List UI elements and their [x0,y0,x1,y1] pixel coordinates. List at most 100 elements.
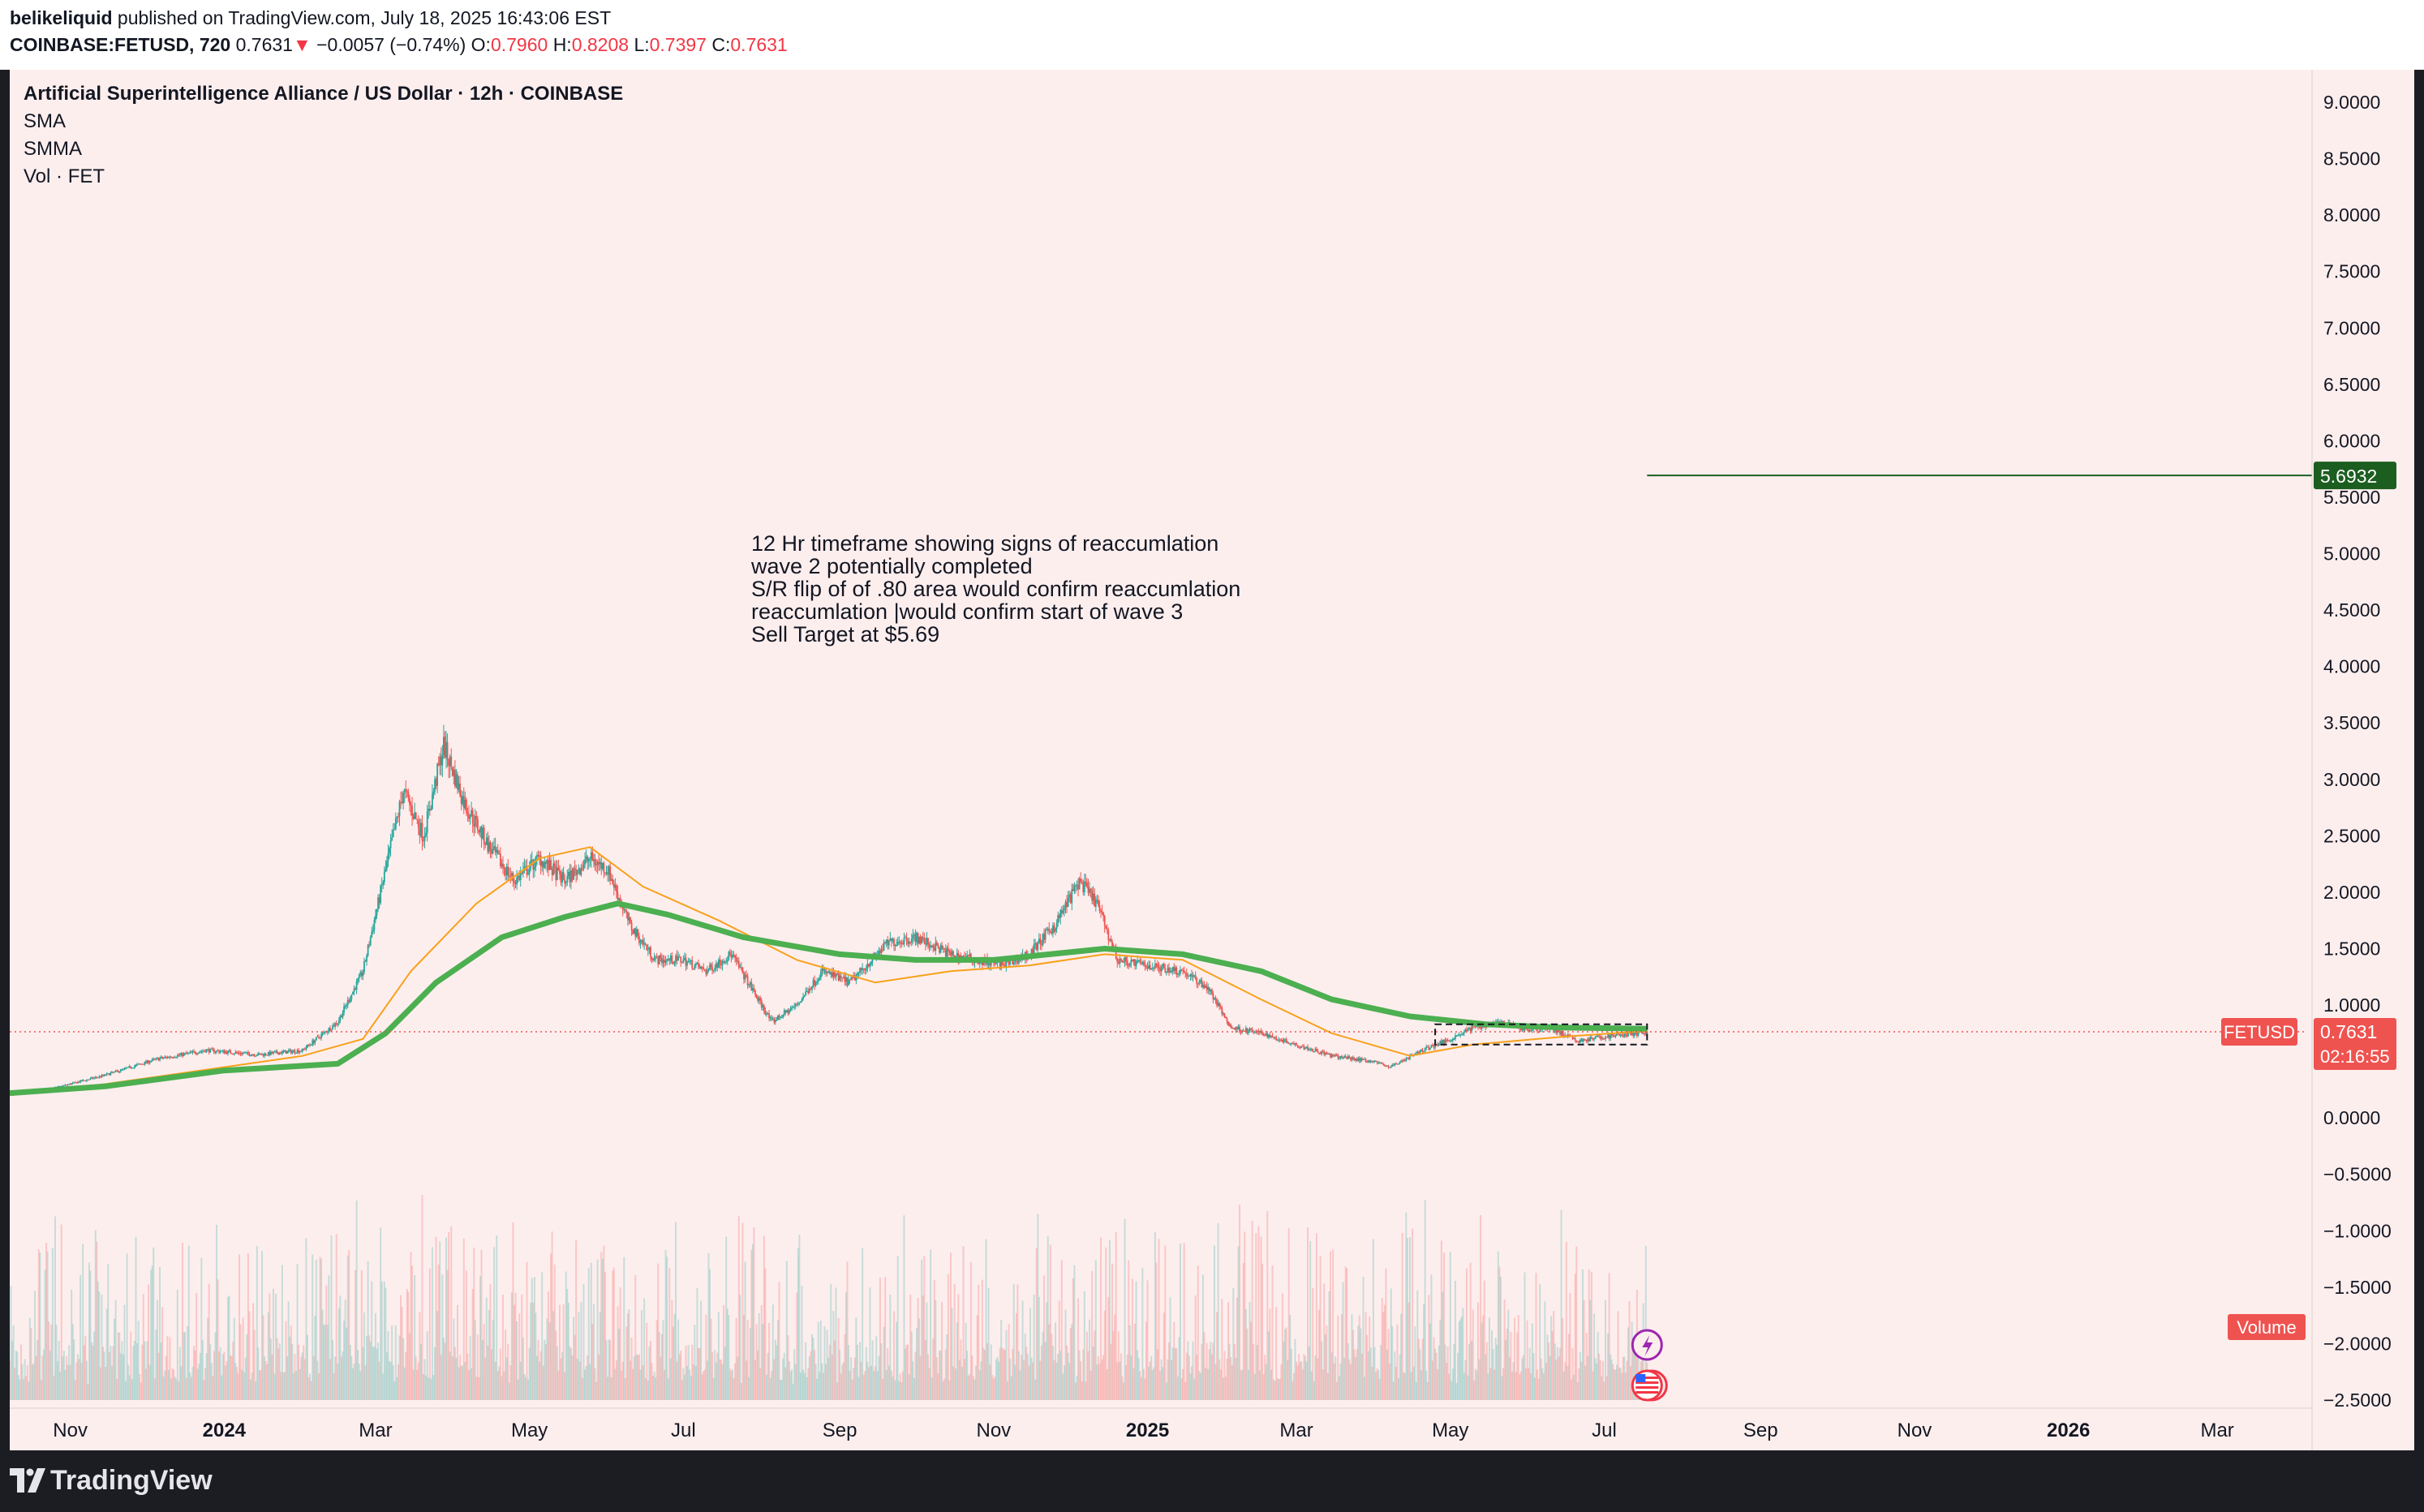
volume-bar [928,1368,930,1400]
volume-bar [1240,1370,1242,1400]
volume-bar [116,1379,118,1400]
volume-bar [983,1350,986,1400]
annotation-line-1[interactable]: 12 Hr timeframe showing signs of reaccum… [751,531,1219,556]
volume-bar [862,1248,864,1400]
candle-body [1180,969,1183,971]
candle-body [114,1070,117,1072]
volume-bar [374,1312,376,1400]
volume-bar [720,1360,722,1400]
candle-body [559,870,561,874]
volume-bar [1305,1361,1308,1400]
candle-body [596,861,599,866]
volume-bar [850,1357,853,1400]
candle-body [382,882,385,885]
volume-bar [791,1369,793,1400]
candle-body [1627,1032,1629,1037]
candle-body [1587,1038,1589,1042]
candle-body [862,968,864,971]
annotation-line-2[interactable]: wave 2 potentially completed [751,554,1033,578]
candle-body [362,972,364,977]
candle-body [332,1025,333,1030]
volume-bar [551,1231,553,1400]
volume-bar [1599,1360,1601,1400]
candle-body [170,1056,172,1058]
volume-bar [916,1328,918,1400]
candle-body [328,1028,330,1032]
candle-body [1316,1049,1317,1051]
volume-bar [660,1334,663,1400]
volume-bar [71,1323,74,1400]
candle-body [561,871,563,883]
candle-body [744,975,746,980]
volume-bar [1059,1351,1062,1400]
volume-bar [671,1299,673,1400]
candle-body [342,1012,344,1018]
volume-bar [471,1289,474,1400]
candle-body [309,1044,311,1046]
volume-bar [1232,1288,1235,1400]
volume-bar [1203,1332,1206,1400]
candle-body [914,934,917,943]
volume-bar [371,1281,373,1400]
volume-bar [632,1368,634,1400]
footer-brand[interactable]: TradingView [50,1465,213,1496]
candle-body [760,1000,763,1007]
candle-body [946,947,948,957]
candles [10,724,1648,1094]
annotation-line-4[interactable]: reaccumlation |would confirm start of wa… [751,599,1184,624]
volume-bar [617,1306,619,1400]
volume-bar [411,1265,414,1400]
candle-body [677,956,680,960]
candle-body [660,955,662,959]
volume-bar [1187,1341,1189,1400]
volume-bar [535,1312,537,1400]
volume-bar [703,1369,706,1400]
close-label: C: [711,34,731,55]
candle-body [1394,1063,1396,1066]
volume-bar [717,1312,720,1400]
volume-bar [869,1287,871,1400]
candle-body [593,859,595,861]
volume-bar [690,1376,692,1400]
volume-bar [557,1370,560,1400]
legend-smma[interactable]: SMMA [24,138,82,160]
volume-bar [372,1347,374,1400]
candle-body [344,1006,346,1007]
candle-body [1087,887,1090,893]
volume-bar [1222,1377,1224,1400]
volume-bar [346,1255,349,1400]
candle-body [850,977,853,980]
annotation-line-5[interactable]: Sell Target at $5.69 [751,622,940,646]
volume-bar [397,1364,399,1400]
annotation-line-3[interactable]: S/R flip of of .80 area would confirm re… [751,577,1241,601]
candle-body [276,1050,278,1054]
tradingview-logo-icon[interactable] [10,1468,45,1493]
candle-body [135,1064,137,1067]
candle-body [426,811,428,833]
volume-bar [1218,1359,1221,1400]
candle-body [1100,910,1102,912]
candle-body [821,968,823,972]
volume-bar [565,1271,567,1400]
candle-body [885,939,888,943]
volume-bar [1276,1378,1279,1400]
legend-volume[interactable]: Vol · FET [24,165,105,187]
legend-sma[interactable]: SMA [24,110,67,132]
volume-bar [682,1367,685,1400]
volume-bar [80,1362,83,1400]
volume-bar [1213,1245,1215,1400]
chart-panel[interactable]: 9.0000 8.5000 8.0000 7.5000 7.0000 6.5000 6.00… [10,70,2414,1450]
candle-body [449,756,451,767]
candle-body [681,962,683,964]
candle-body [1012,961,1015,965]
candle-body [134,1066,135,1068]
volume-bar [547,1291,549,1400]
candle-body [319,1037,321,1038]
volume-bar [594,1368,596,1400]
volume-bar [569,1346,571,1400]
price-chart[interactable]: 9.00008.50008.00007.50007.00006.50006.00… [10,70,2414,1450]
candle-body [703,969,706,972]
author-name[interactable]: belikeliquid [10,7,113,28]
volume-bar [1112,1331,1115,1400]
volume-bar [1567,1365,1569,1400]
